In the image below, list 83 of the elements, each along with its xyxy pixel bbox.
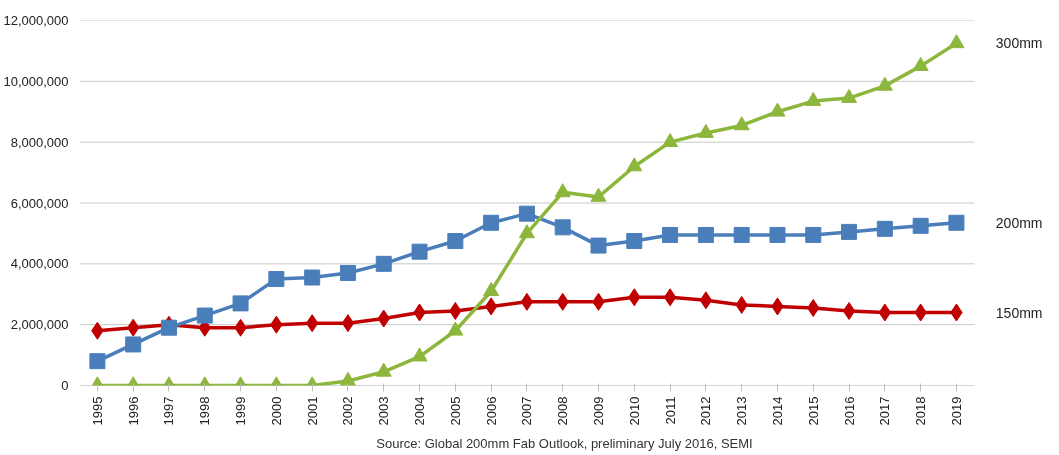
x-tick-label: 2001: [304, 396, 320, 426]
point: [520, 292, 534, 311]
x-tick-label: 2000: [268, 396, 284, 426]
y-tick-label: 6,000,000: [10, 195, 69, 211]
x-tick-label: 1999: [233, 396, 249, 426]
point: [447, 233, 464, 250]
x-tick-label: 2008: [555, 396, 571, 426]
point: [699, 291, 713, 310]
y-tick-label: 2,000,000: [10, 317, 69, 333]
point: [805, 226, 822, 243]
x-tick-label: 1997: [161, 396, 177, 426]
point: [232, 295, 249, 312]
point: [160, 319, 177, 336]
x-tick-label: 2010: [626, 396, 642, 426]
point: [305, 314, 319, 333]
point: [805, 91, 822, 106]
x-tick-label: 2018: [913, 396, 929, 426]
point: [876, 220, 893, 237]
point: [89, 353, 106, 370]
point: [697, 123, 714, 138]
point: [554, 219, 571, 236]
point: [841, 88, 858, 103]
point: [697, 226, 714, 243]
source-note: Source: Global 200mm Fab Outlook, preliminary July 2016, SEMI: [376, 435, 753, 451]
x-tick-label: 2009: [591, 396, 606, 426]
point: [841, 223, 858, 240]
x-tick-label: 2019: [948, 396, 964, 426]
text: 200mm: [995, 214, 1043, 231]
point: [948, 34, 965, 49]
x-tick-label: 2006: [483, 396, 499, 426]
point: [411, 243, 428, 260]
point: [663, 288, 677, 307]
y-tick-label: 10,000,000: [3, 73, 69, 89]
point: [769, 226, 786, 243]
x-tick-label: 2015: [805, 396, 821, 426]
point: [733, 116, 750, 131]
x-tick-label: 2017: [877, 396, 893, 426]
point: [483, 282, 500, 297]
x-tick-label: 2013: [734, 396, 750, 426]
x-tick-label: 2002: [340, 396, 356, 426]
x-tick-label: 2011: [662, 396, 678, 425]
point: [518, 224, 535, 239]
point: [268, 271, 285, 288]
x-tick-label: 1995: [89, 396, 105, 426]
x-tick-label: 2016: [841, 396, 857, 426]
x-tick-label: 2005: [447, 396, 463, 426]
point: [662, 133, 679, 147]
point: [842, 301, 856, 320]
point: [912, 56, 929, 71]
y-tick-label: 4,000,000: [10, 256, 69, 272]
x-tick-label: 1996: [125, 396, 141, 426]
x-tick-label: 2007: [519, 396, 535, 426]
point: [626, 157, 643, 172]
point: [662, 226, 679, 243]
y-tick-label: 8,000,000: [10, 134, 69, 150]
text: 150mm: [995, 304, 1043, 321]
x-tick-label: 2014: [769, 396, 785, 426]
point: [590, 187, 607, 202]
point: [196, 307, 213, 324]
point: [590, 237, 607, 254]
point: [912, 217, 929, 234]
point: [483, 214, 500, 231]
point: [339, 264, 356, 281]
y-tick-label: 0: [61, 378, 69, 393]
point: [733, 226, 750, 243]
x-tick-label: 2004: [412, 396, 428, 426]
text: 300mm: [995, 35, 1043, 52]
point: [878, 303, 892, 322]
y-tick-label: 12,000,000: [3, 13, 69, 28]
point: [304, 269, 321, 286]
point: [769, 102, 786, 117]
point: [948, 214, 965, 231]
point: [125, 336, 142, 353]
point: [518, 205, 535, 222]
point: [484, 297, 498, 316]
point: [626, 233, 643, 250]
point: [554, 183, 571, 198]
x-tick-label: 1998: [197, 396, 213, 426]
point: [876, 76, 893, 91]
point: [375, 255, 392, 272]
x-tick-label: 2003: [376, 396, 392, 426]
point: [341, 314, 355, 333]
x-tick-label: 2012: [698, 396, 714, 426]
